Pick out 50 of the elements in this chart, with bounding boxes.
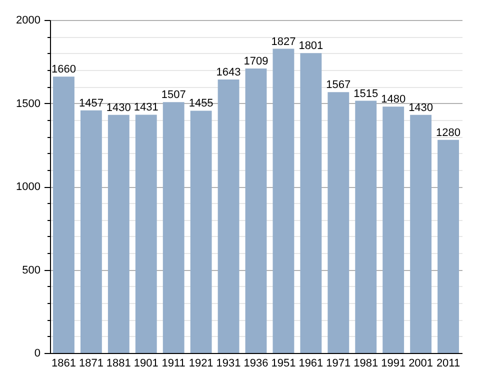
data-label: 1515 [354, 88, 378, 100]
x-tick-label: 1911 [162, 358, 186, 370]
x-tick-label: 1971 [326, 358, 351, 370]
x-tick-label: 1951 [271, 358, 296, 370]
data-label: 1455 [188, 98, 214, 110]
y-tick-label: 1000 [16, 181, 40, 193]
data-label: 1430 [106, 102, 131, 114]
x-tick-label: 1901 [134, 358, 158, 370]
x-tick-label: 1861 [51, 358, 76, 370]
data-label: 1430 [408, 102, 434, 114]
bar [53, 76, 74, 353]
data-label: 1507 [161, 89, 186, 102]
x-tick-label: 2011 [436, 358, 460, 370]
x-tick-label: 1961 [298, 358, 324, 370]
data-label: 1709 [244, 55, 268, 68]
x-tick-label: 1881 [106, 358, 131, 370]
bar [162, 102, 184, 353]
bar [190, 110, 212, 353]
bar [382, 106, 404, 353]
x-tick-label: 1871 [78, 358, 104, 370]
y-tick-label: 2000 [16, 14, 40, 26]
y-tick-label: 1500 [16, 98, 40, 110]
data-label: 1431 [134, 102, 158, 114]
bar [80, 110, 102, 353]
x-tick-label: 1981 [354, 358, 378, 370]
bar [218, 79, 240, 353]
x-tick-label: 1931 [216, 358, 241, 370]
data-label: 1567 [326, 79, 351, 92]
data-label: 1660 [51, 64, 76, 76]
bar [355, 100, 377, 353]
bar [272, 48, 294, 353]
bar [245, 68, 267, 353]
bar [410, 114, 432, 353]
y-tick-label: 0 [34, 348, 40, 360]
data-label: 1280 [436, 126, 461, 139]
bar [328, 92, 350, 353]
bar [300, 53, 322, 353]
bar [108, 114, 130, 353]
data-label: 1480 [381, 94, 406, 106]
x-tick-label: 2001 [408, 358, 434, 370]
data-label: 1827 [271, 36, 296, 48]
x-tick-label: 1921 [188, 358, 214, 370]
bar [135, 114, 157, 353]
data-label: 1457 [78, 97, 104, 110]
x-tick-label: 1991 [381, 358, 406, 370]
data-label: 1643 [216, 66, 241, 78]
bar [438, 140, 459, 353]
x-tick-label: 1936 [244, 358, 268, 370]
y-tick-label: 500 [22, 264, 40, 276]
data-label: 1801 [298, 40, 324, 52]
